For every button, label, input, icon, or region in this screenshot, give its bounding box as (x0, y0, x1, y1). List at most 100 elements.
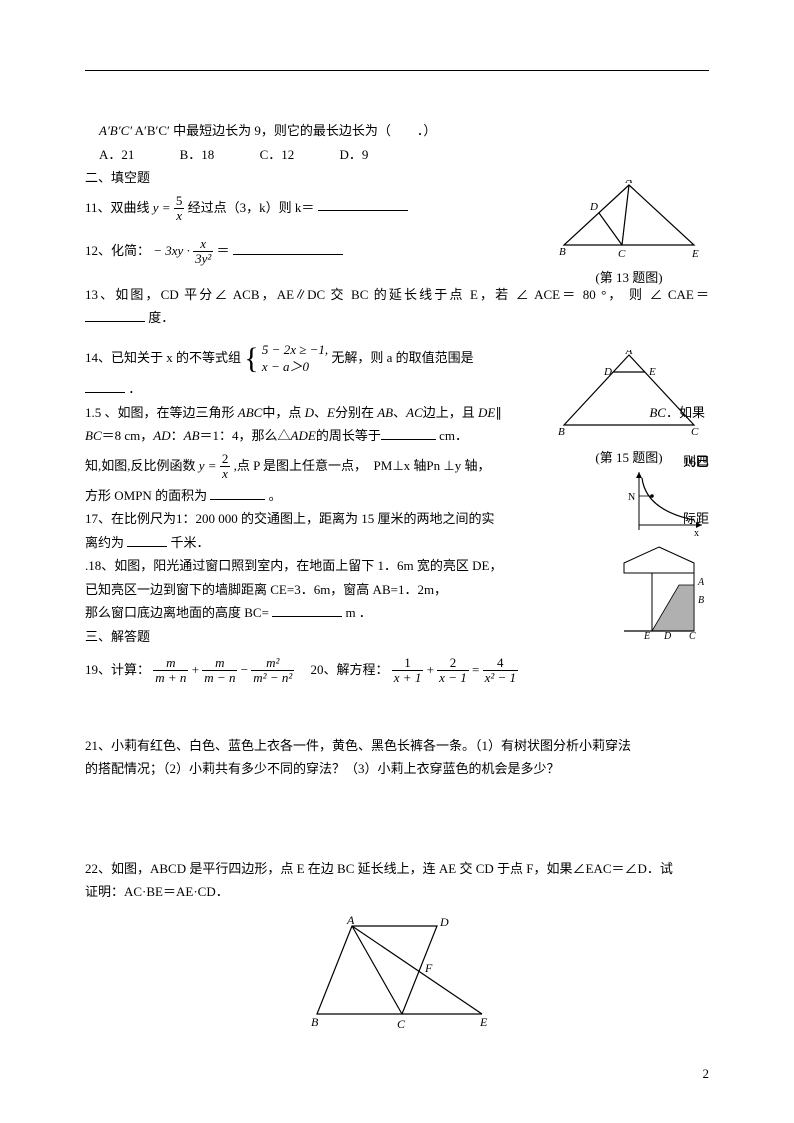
fig15-B: B (558, 426, 565, 438)
fig13-B: B (559, 246, 566, 258)
q15-1b: 中，点 (262, 405, 304, 420)
fig13-A: A (625, 180, 633, 186)
q22-line1: 22、如图，ABCD 是平行四边形，点 E 在边 BC 延长线上，连 AE 交 … (85, 859, 709, 879)
fig22-A: A (346, 914, 355, 927)
q19-d1: m + n (153, 671, 188, 685)
q15-e: E (327, 405, 335, 420)
q12-prefix: 12、化简： (85, 243, 150, 258)
fig22-E: E (479, 1015, 488, 1029)
q17-blank (127, 546, 167, 547)
q13-line1: 13、如图，CD 平分∠ ACB，AE∥DC 交 BC 的延长线于点 E，若 ∠… (85, 285, 709, 305)
q15-ade: ADE (291, 428, 316, 443)
q16-right2: 则四 (683, 452, 709, 472)
q15-d: D (305, 405, 314, 420)
fig18-D: D (663, 631, 672, 640)
q13-suffix: 度． (148, 310, 174, 325)
fig18-A: A (697, 577, 704, 588)
q10-stem: A′B′C′ A′B′C′ 中最短边长为 9，则它的最长边长为（ ．） (99, 121, 709, 141)
q19-n1: m (153, 656, 188, 671)
q11-y: y = (153, 199, 171, 214)
q16-frac: 2 x (220, 452, 231, 482)
figure-13: A D B C E (第 13 题图) (554, 180, 704, 287)
q12-blank (233, 254, 343, 255)
fig22-C: C (397, 1017, 406, 1031)
q17-2a: 离约为 (85, 535, 127, 550)
q21-line1: 21、小莉有红色、白色、蓝色上衣各一件，黄色、黑色长裤各一条。（1）有树状图分析… (85, 736, 709, 756)
q12-num: x (193, 237, 213, 252)
q15-de: DE (478, 405, 495, 420)
fig15-D: D (603, 366, 612, 378)
figure-15: A D E B C (第 15 题图) (554, 350, 704, 467)
q15-ab2: AB (184, 428, 200, 443)
q16-mid: ,点 P 是图上任意一点， PM⊥x 轴Pn ⊥y 轴， (234, 458, 491, 473)
q15-2a: BC (85, 428, 102, 443)
q19-d2: m − n (202, 671, 237, 685)
fig22-D: D (439, 915, 449, 929)
q14-eq1: 5 − 2x ≥ −1, (262, 342, 328, 359)
q20-n1: 1 (392, 656, 424, 671)
q11-mid: 经过点（3，k）则 k＝ (188, 199, 315, 214)
q16-den: x (220, 467, 231, 481)
q20-eq: = (472, 662, 483, 677)
fig13-C: C (618, 248, 626, 260)
q17: 17、在比例尺为1：200 000 的交通图上，距离为 15 厘米的两地之间的实… (85, 509, 709, 552)
q14-prefix: 14、已知关于 x 的不等式组 (85, 350, 241, 365)
q15-2b: ＝8 cm， (102, 428, 154, 443)
q16-suf: 。 (269, 488, 282, 503)
q17-2b: 千米． (171, 535, 210, 550)
fig18-C: C (689, 631, 696, 640)
q15-1c: 、 (314, 405, 327, 420)
q15-2d: ＝1：4，那么△ (200, 428, 291, 443)
page-number: 2 (703, 1064, 710, 1084)
q12-frac: x 3y² (193, 237, 213, 267)
q19-n2: m (202, 656, 237, 671)
q10-optA: A．21 (99, 145, 134, 165)
q18-3a: 那么窗口底边离地面的高度 BC= (85, 605, 269, 620)
q15-blank (381, 439, 436, 440)
q20-d3: x² − 1 (483, 671, 518, 685)
q15-ab: AB (377, 405, 393, 420)
figure-18: A B C D E (614, 545, 704, 646)
q12-eq: ＝ (217, 243, 230, 258)
q11-num: 5 (174, 194, 185, 209)
fig13-E: E (691, 248, 699, 260)
q15-2f: cm． (436, 428, 468, 443)
q14-eqs: 5 − 2x ≥ −1, x − a＞0 (262, 342, 328, 376)
q20-prefix: 20、解方程： (298, 662, 389, 677)
q15-2e: 的周长等于 (316, 428, 381, 443)
q15-ac: AC (406, 405, 423, 420)
q16: 16已 知,如图,反比例函数 y = 2 x ,点 P 是图上任意一点， PM⊥… (85, 452, 709, 505)
q11-blank (318, 210, 408, 211)
q13-line2: 度． (85, 308, 709, 328)
q16-l1: 知,如图,反比例函数 (85, 458, 199, 473)
q19-n3: m² (251, 656, 294, 671)
q15-1g: ∥ (495, 405, 502, 420)
q17-line2: 离约为 千米． (85, 533, 709, 553)
q10-optC: C．12 (260, 145, 295, 165)
q19-p1: + (192, 662, 203, 677)
fig18-E: E (643, 631, 650, 640)
horizontal-rule (85, 70, 709, 71)
q19-d3: m² − n² (251, 671, 294, 685)
q20-d1: x + 1 (392, 671, 424, 685)
q18-3b: m ． (345, 605, 371, 620)
q13-blank (85, 321, 145, 322)
q19-prefix: 19、计算： (85, 662, 150, 677)
q19-m: − (241, 662, 252, 677)
q10-optB: B．18 (180, 145, 215, 165)
q10-options: A．21 B．18 C．12 D．9 (99, 145, 709, 165)
brace-icon: { (244, 344, 258, 374)
q15-ad: AD (153, 428, 170, 443)
q18-blank (272, 616, 342, 617)
q10-abc: A′B′C′ (99, 123, 132, 138)
fig13-D: D (589, 201, 598, 213)
q20-p: + (427, 662, 438, 677)
q16-num: 2 (220, 452, 231, 467)
q14-mid: 无解，则 a 的取值范围是 (331, 350, 473, 365)
fig15-A: A (625, 350, 633, 357)
fig22-B: B (311, 1015, 319, 1029)
fig18-B: B (698, 595, 704, 606)
q16-blank (210, 499, 265, 500)
fig22-F: F (424, 961, 433, 975)
q16-line1: 知,如图,反比例函数 y = 2 x ,点 P 是图上任意一点， PM⊥x 轴P… (85, 452, 709, 482)
